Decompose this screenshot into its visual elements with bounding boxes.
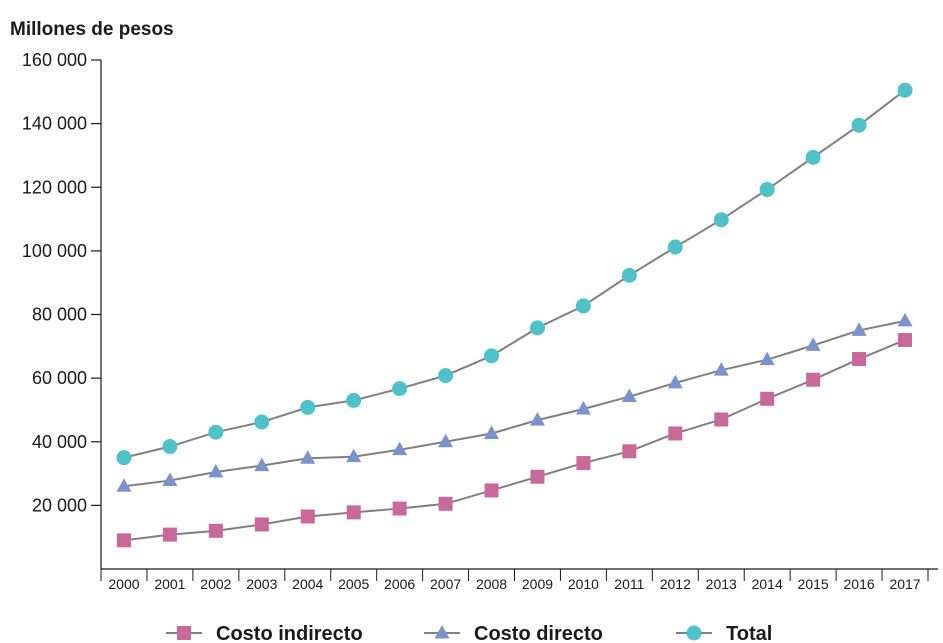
x-tick-label: 2003	[246, 576, 277, 592]
series-lines	[123, 89, 906, 542]
x-tick-label: 2010	[568, 576, 599, 592]
legend: Costo indirecto Costo directo Total	[166, 623, 772, 643]
x-tick-label: 2011	[614, 576, 644, 592]
data-point-triangle	[667, 374, 683, 389]
y-tick-label: 80 000	[32, 305, 87, 325]
data-point-triangle	[759, 351, 775, 366]
data-point-square	[576, 456, 591, 471]
legend-label: Costo indirecto	[216, 623, 363, 643]
x-tick-label: 2008	[476, 576, 507, 592]
x-tick-label: 2002	[200, 576, 231, 592]
data-point-square	[668, 426, 683, 441]
x-tick-label: 2005	[338, 576, 369, 592]
data-point-square	[392, 501, 407, 516]
data-point-triangle	[392, 441, 408, 456]
data-point-square	[484, 483, 499, 498]
data-point-triangle	[162, 472, 178, 487]
data-point-triangle	[897, 312, 913, 327]
data-point-square	[300, 509, 315, 524]
data-point-triangle	[621, 388, 637, 403]
x-tick-label: 2012	[660, 576, 691, 592]
data-point-square	[254, 517, 269, 532]
data-point-square	[622, 444, 637, 459]
data-point-square	[806, 372, 821, 387]
x-tick-label: 2001	[154, 576, 185, 592]
legend-label: Total	[726, 623, 772, 643]
legend-marker	[686, 625, 702, 641]
x-tick-label: 2006	[384, 576, 415, 592]
data-point-triangle	[438, 433, 454, 448]
data-point-circle	[254, 414, 270, 430]
data-point-triangle	[805, 337, 821, 351]
data-point-circle	[897, 82, 913, 98]
data-point-square	[714, 412, 729, 427]
y-tick-label: 160 000	[22, 50, 87, 70]
data-point-circle	[300, 399, 316, 415]
x-tick-label: 2000	[108, 576, 139, 592]
data-point-triangle	[254, 457, 270, 472]
y-axis-title: Millones de pesos	[10, 19, 174, 40]
data-point-square	[208, 523, 223, 538]
data-point-square	[346, 505, 361, 520]
data-point-circle	[805, 149, 821, 165]
x-tick-label: 2014	[752, 576, 783, 592]
y-tick-label: 40 000	[32, 432, 87, 452]
data-point-triangle	[346, 448, 362, 463]
data-point-circle	[208, 424, 224, 440]
y-tick-label: 120 000	[22, 177, 87, 197]
data-point-circle	[116, 450, 132, 466]
data-point-square	[760, 391, 775, 406]
series-line-2	[123, 89, 906, 459]
data-point-circle	[484, 348, 500, 364]
x-tick-label: 2015	[798, 576, 829, 592]
data-point-circle	[392, 381, 408, 397]
legend-marker	[434, 624, 450, 639]
data-point-triangle	[484, 425, 500, 439]
data-point-square	[530, 469, 545, 484]
data-point-circle	[575, 298, 591, 314]
y-tick-label: 20 000	[32, 495, 87, 515]
x-tick-label: 2007	[430, 576, 461, 592]
y-tick-label: 60 000	[32, 368, 87, 388]
data-point-circle	[529, 320, 545, 336]
data-point-triangle	[529, 412, 545, 426]
data-point-triangle	[116, 478, 132, 492]
data-point-circle	[162, 439, 178, 455]
data-point-circle	[346, 392, 362, 408]
data-point-circle	[713, 212, 729, 228]
data-point-triangle	[575, 400, 591, 415]
x-tick-label: 2016	[844, 576, 875, 592]
x-tick-label: 2009	[522, 576, 553, 592]
series-line-1	[123, 319, 906, 488]
data-point-circle	[438, 368, 454, 384]
legend-label: Costo directo	[474, 623, 603, 643]
y-tick-label: 100 000	[22, 241, 87, 261]
data-point-square	[898, 332, 913, 347]
data-point-circle	[851, 117, 867, 133]
data-point-triangle	[851, 322, 867, 336]
data-point-circle	[621, 267, 637, 283]
data-point-square	[438, 496, 453, 511]
x-tick-label: 2004	[292, 576, 323, 592]
x-tick-label: 2013	[706, 576, 737, 592]
data-point-square	[116, 533, 131, 548]
x-tick-label: 2017	[889, 576, 920, 592]
axes: 20 000 40 000 60 000 80 000 100 000 120 000 14…	[22, 50, 938, 592]
data-point-square	[852, 352, 867, 367]
series-line-0	[123, 339, 906, 542]
legend-marker	[177, 626, 191, 640]
data-point-circle	[667, 239, 683, 255]
data-point-square	[162, 527, 177, 542]
series-markers	[116, 82, 913, 548]
data-point-triangle	[300, 450, 316, 464]
data-point-circle	[759, 181, 775, 197]
data-point-triangle	[713, 362, 729, 376]
data-point-triangle	[208, 463, 224, 478]
y-tick-label: 140 000	[22, 114, 87, 134]
